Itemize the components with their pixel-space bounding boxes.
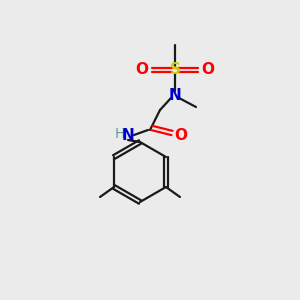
Text: S: S <box>169 62 181 77</box>
Text: O: O <box>202 62 214 77</box>
Text: O: O <box>136 62 148 77</box>
Text: N: N <box>169 88 182 103</box>
Text: N: N <box>122 128 134 142</box>
Text: H: H <box>115 127 125 141</box>
Text: O: O <box>175 128 188 142</box>
